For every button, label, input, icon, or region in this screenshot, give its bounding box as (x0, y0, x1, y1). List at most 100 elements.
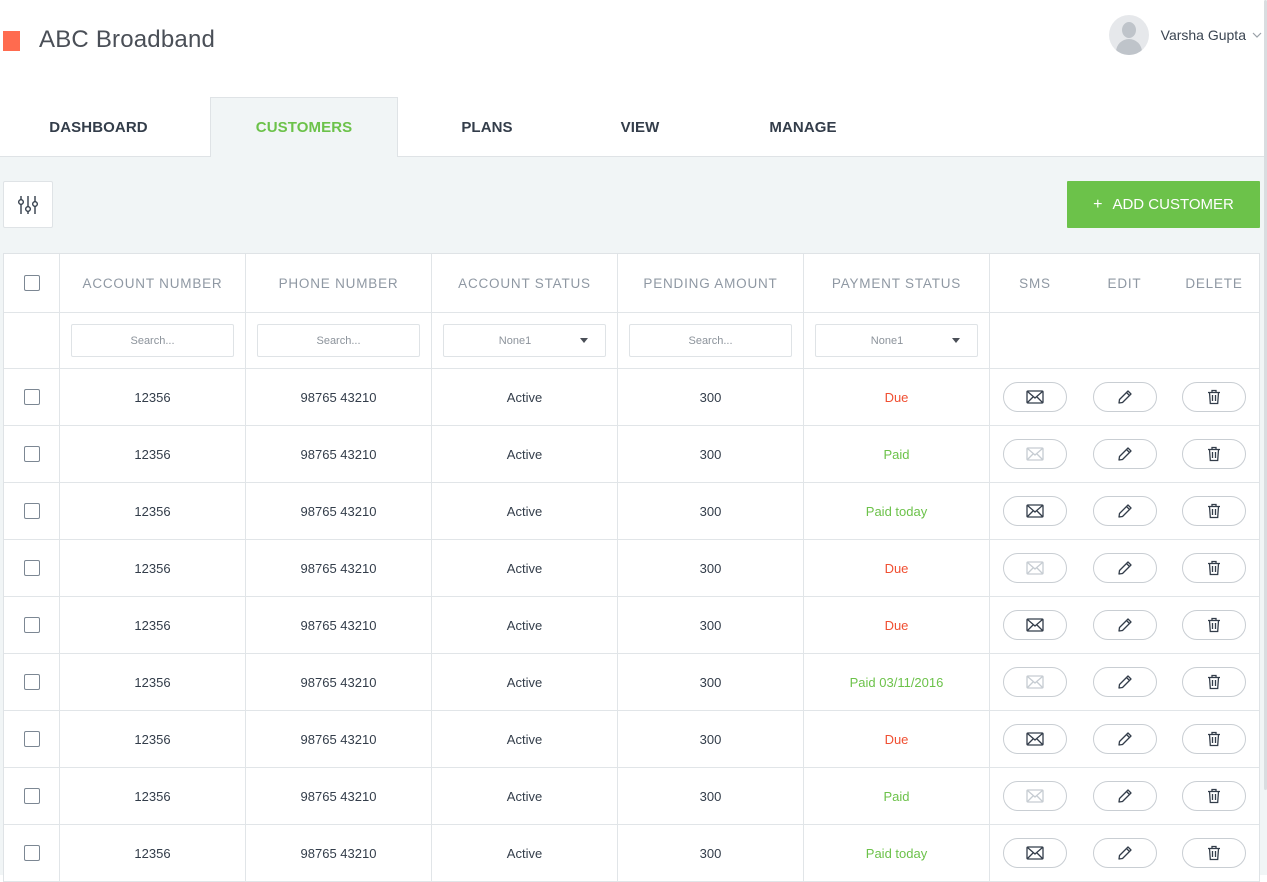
table-header: ACCOUNT NUMBER PHONE NUMBER ACCOUNT STAT… (4, 254, 1259, 313)
table-row: 12356 98765 43210 Active 300 Paid 03/11/… (4, 654, 1259, 711)
edit-button[interactable] (1092, 553, 1157, 583)
caret-down-icon (952, 338, 960, 343)
row-checkbox[interactable] (23, 674, 40, 690)
status-filter-select[interactable]: None1 (443, 324, 606, 357)
caret-down-icon (580, 338, 588, 343)
edit-button[interactable] (1092, 724, 1157, 754)
pending-amount-cell: 300 (618, 654, 804, 710)
sms-button[interactable] (1003, 610, 1067, 640)
tab-dashboard[interactable]: DASHBOARD (49, 118, 148, 136)
scrollbar[interactable] (1264, 0, 1267, 790)
row-checkbox[interactable] (23, 503, 40, 519)
account-status-cell: Active (432, 483, 618, 539)
sms-button[interactable] (1003, 382, 1067, 412)
delete-button[interactable] (1182, 382, 1246, 412)
col-account-status[interactable]: ACCOUNT STATUS (432, 254, 618, 312)
avatar[interactable] (1108, 15, 1149, 55)
account-number-cell: 12356 (60, 654, 246, 710)
trash-icon (1207, 788, 1221, 804)
pencil-icon (1117, 845, 1133, 861)
account-number-cell: 12356 (60, 711, 246, 767)
row-checkbox[interactable] (23, 788, 40, 804)
col-account-number[interactable]: ACCOUNT NUMBER (60, 254, 246, 312)
sms-button[interactable] (1003, 781, 1067, 811)
delete-button[interactable] (1182, 781, 1246, 811)
table-row: 12356 98765 43210 Active 300 Paid today (4, 483, 1259, 540)
tab-customers[interactable]: CUSTOMERS (210, 97, 398, 158)
row-checkbox[interactable] (23, 560, 40, 576)
phone-number-cell: 98765 43210 (246, 768, 432, 824)
tab-plans[interactable]: PLANS (461, 118, 513, 136)
edit-button[interactable] (1092, 781, 1157, 811)
edit-button[interactable] (1092, 439, 1157, 469)
sms-button[interactable] (1003, 496, 1067, 526)
account-status-cell: Active (432, 711, 618, 767)
mail-icon (1026, 561, 1044, 575)
select-all-checkbox[interactable] (23, 275, 40, 291)
edit-button[interactable] (1092, 667, 1157, 697)
delete-button[interactable] (1182, 496, 1246, 526)
pending-amount-cell: 300 (618, 483, 804, 539)
mail-icon (1026, 732, 1044, 746)
delete-button[interactable] (1182, 667, 1246, 697)
col-sms: SMS (1019, 275, 1051, 291)
sms-button[interactable] (1003, 439, 1067, 469)
delete-button[interactable] (1182, 610, 1246, 640)
edit-button[interactable] (1092, 838, 1157, 868)
pending-amount-cell: 300 (618, 369, 804, 425)
pencil-icon (1117, 446, 1133, 462)
payment-status-cell: Paid (804, 768, 990, 824)
col-payment-status[interactable]: PAYMENT STATUS (804, 254, 990, 312)
phone-number-cell: 98765 43210 (246, 711, 432, 767)
phone-number-cell: 98765 43210 (246, 369, 432, 425)
delete-button[interactable] (1182, 553, 1246, 583)
tab-view[interactable]: VIEW (620, 118, 660, 136)
col-pending-amount[interactable]: PENDING AMOUNT (618, 254, 804, 312)
pencil-icon (1117, 389, 1133, 405)
row-checkbox[interactable] (23, 617, 40, 633)
row-checkbox[interactable] (23, 446, 40, 462)
user-menu[interactable]: Varsha Gupta (1108, 14, 1267, 56)
phone-search-input[interactable]: Search... (257, 324, 420, 357)
table-row: 12356 98765 43210 Active 300 Paid (4, 426, 1259, 483)
row-checkbox[interactable] (23, 731, 40, 747)
payment-filter-select[interactable]: None1 (815, 324, 978, 357)
col-delete: DELETE (1185, 275, 1243, 291)
trash-icon (1207, 389, 1221, 405)
add-customer-button[interactable]: + ADD CUSTOMER (1067, 181, 1260, 228)
pending-amount-cell: 300 (618, 540, 804, 596)
edit-button[interactable] (1092, 610, 1157, 640)
sms-button[interactable] (1003, 667, 1067, 697)
edit-button[interactable] (1092, 496, 1157, 526)
sms-button[interactable] (1003, 724, 1067, 754)
user-name[interactable]: Varsha Gupta (1160, 27, 1246, 43)
chevron-down-icon[interactable] (1250, 28, 1264, 42)
payment-status-cell: Paid (804, 426, 990, 482)
brand-name: ABC Broadband (39, 26, 216, 53)
pending-amount-cell: 300 (618, 597, 804, 653)
account-status-cell: Active (432, 369, 618, 425)
row-checkbox[interactable] (23, 845, 40, 861)
tab-manage[interactable]: MANAGE (769, 118, 837, 136)
edit-button[interactable] (1092, 382, 1157, 412)
delete-button[interactable] (1182, 724, 1246, 754)
row-checkbox[interactable] (23, 389, 40, 405)
filter-button[interactable] (3, 181, 53, 228)
sms-button[interactable] (1003, 553, 1067, 583)
delete-button[interactable] (1182, 838, 1246, 868)
phone-number-cell: 98765 43210 (246, 483, 432, 539)
account-status-cell: Active (432, 426, 618, 482)
trash-icon (1207, 674, 1221, 690)
delete-button[interactable] (1182, 439, 1246, 469)
sms-button[interactable] (1003, 838, 1067, 868)
account-status-cell: Active (432, 597, 618, 653)
account-search-input[interactable]: Search... (71, 324, 234, 357)
account-status-cell: Active (432, 654, 618, 710)
mail-icon (1026, 447, 1044, 461)
phone-number-cell: 98765 43210 (246, 825, 432, 881)
payment-status-cell: Paid today (804, 825, 990, 881)
amount-search-input[interactable]: Search... (629, 324, 792, 357)
phone-number-cell: 98765 43210 (246, 426, 432, 482)
pencil-icon (1117, 674, 1133, 690)
col-phone-number[interactable]: PHONE NUMBER (246, 254, 432, 312)
